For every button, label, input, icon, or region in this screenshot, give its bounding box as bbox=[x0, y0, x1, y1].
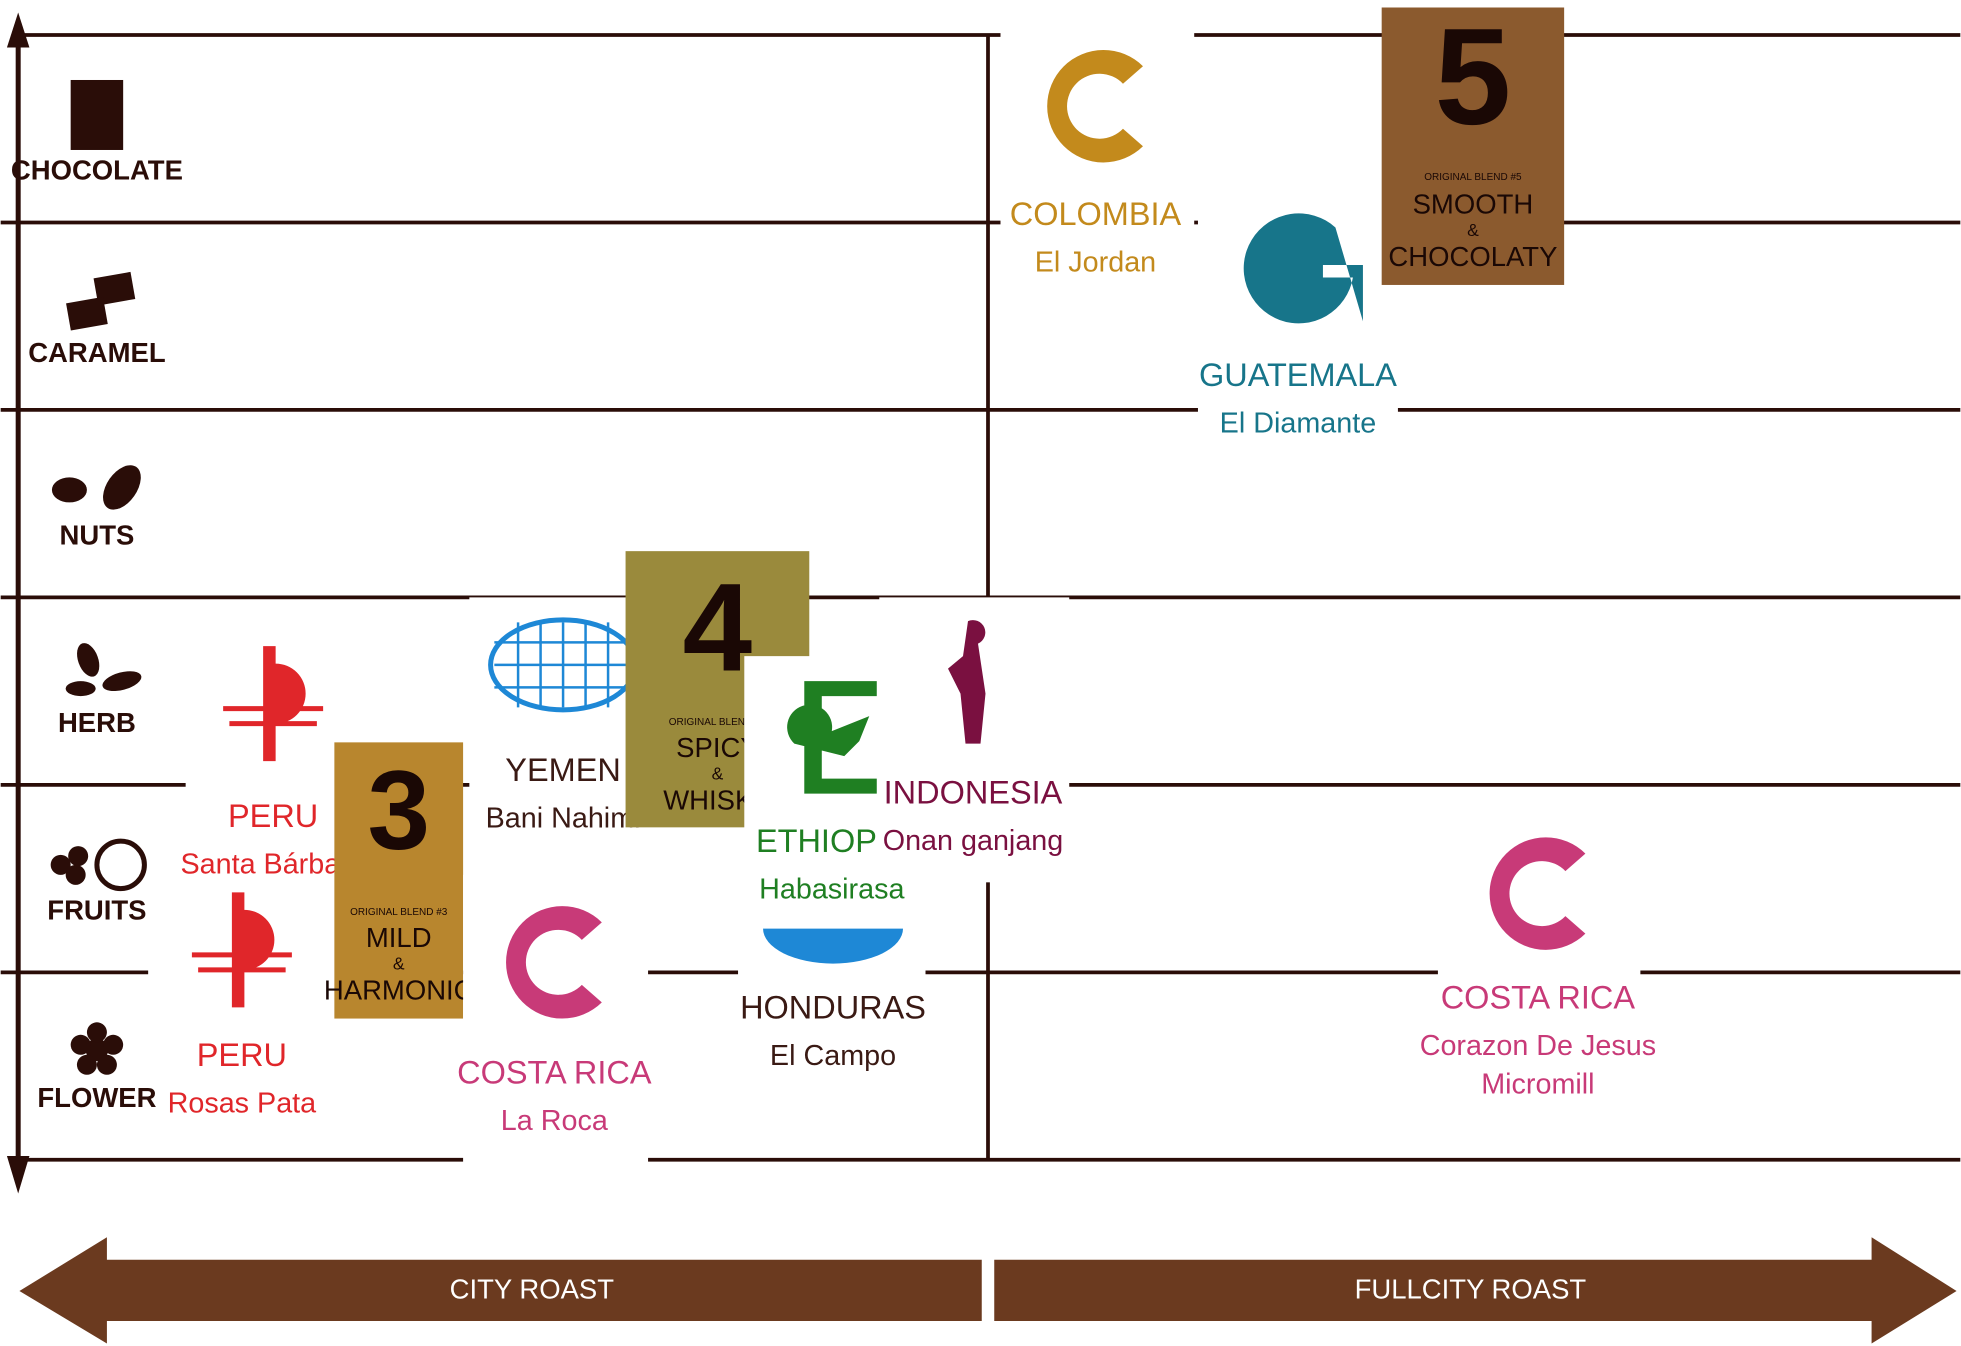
logo bbox=[787, 681, 877, 794]
coffee-country: COSTA RICA bbox=[457, 1054, 652, 1090]
roast-label: CITY ROAST bbox=[450, 1273, 615, 1304]
blend-name: & bbox=[393, 953, 405, 973]
logo bbox=[948, 620, 986, 744]
blend-name: CHOCOLATY bbox=[1388, 241, 1557, 272]
blend-name: SMOOTH bbox=[1413, 188, 1534, 219]
roast-label: FULLCITY ROAST bbox=[1355, 1273, 1587, 1304]
coffee-name: El Campo bbox=[770, 1040, 896, 1072]
logo bbox=[1047, 49, 1143, 163]
items: COLOMBIA El Jordan GUATEMALA El Diamante 5 OR… bbox=[148, 1, 1656, 1169]
coffee-name: El Jordan bbox=[1035, 246, 1156, 278]
blend-subtitle: ORIGINAL BLEND #3 bbox=[350, 907, 448, 918]
logo bbox=[191, 892, 292, 1008]
logo bbox=[763, 928, 904, 964]
blend-background bbox=[334, 742, 464, 1019]
coffee-name: Rosas Pata bbox=[168, 1087, 317, 1119]
blend-subtitle: ORIGINAL BLEND #4 bbox=[669, 717, 767, 728]
coffee-country: PERU bbox=[197, 1037, 287, 1073]
flavor-label: FLOWER bbox=[37, 1082, 156, 1113]
flavor-label: CHOCOLATE bbox=[11, 155, 183, 186]
coffee-name: El Diamante bbox=[1220, 408, 1377, 440]
blend-name: HARMONIC bbox=[324, 975, 474, 1006]
logo bbox=[1243, 213, 1363, 324]
blend-number: 4 bbox=[683, 558, 753, 697]
coffee-name: Bani Nahimi bbox=[486, 802, 641, 834]
coffee-name: Corazon De Jesus bbox=[1420, 1030, 1656, 1062]
coffee-country: GUATEMALA bbox=[1199, 357, 1397, 393]
coffee-country: COSTA RICA bbox=[1441, 979, 1636, 1015]
flavor-icons bbox=[50, 79, 147, 1075]
coffee-name: Micromill bbox=[1481, 1069, 1594, 1101]
coffee-country: HONDURAS bbox=[740, 989, 926, 1025]
roast-axis bbox=[19, 1237, 1957, 1344]
blend-name: & bbox=[712, 763, 724, 783]
blend-name: & bbox=[1467, 220, 1479, 240]
coffee-name: La Roca bbox=[501, 1105, 608, 1137]
item-background bbox=[1437, 812, 1641, 1113]
flavor-label: HERB bbox=[58, 707, 136, 738]
coffee-country: PERU bbox=[228, 798, 318, 834]
logo bbox=[506, 906, 602, 1019]
blend-name: MILD bbox=[366, 922, 432, 953]
coffee-country: COLOMBIA bbox=[1010, 196, 1182, 232]
logo bbox=[1489, 837, 1586, 950]
coffee-country: YEMEN bbox=[505, 752, 621, 788]
flavor-label: CARAMEL bbox=[28, 337, 165, 368]
blend-background bbox=[1381, 7, 1565, 285]
flavor-label: FRUITS bbox=[47, 895, 146, 926]
coffee-name: Onan ganjang bbox=[883, 825, 1064, 857]
blend-number: 5 bbox=[1435, 1, 1511, 154]
blend-subtitle: ORIGINAL BLEND #5 bbox=[1424, 172, 1522, 183]
flavor-label: NUTS bbox=[60, 520, 135, 551]
coffee-country: INDONESIA bbox=[884, 774, 1063, 810]
logo bbox=[223, 646, 324, 762]
blend-number: 3 bbox=[367, 746, 430, 872]
